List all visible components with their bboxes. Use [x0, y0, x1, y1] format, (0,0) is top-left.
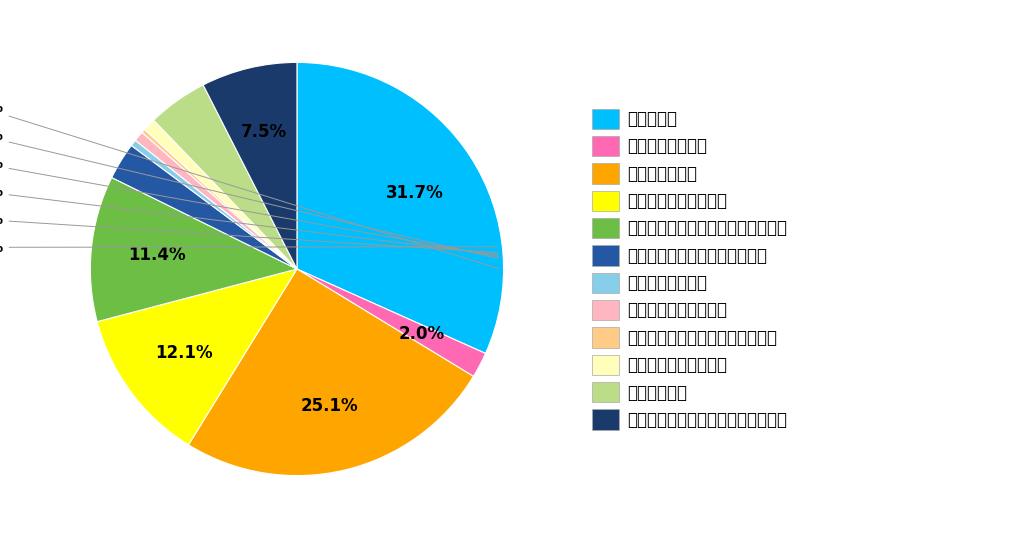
- Text: 0.8%: 0.8%: [0, 184, 499, 255]
- Text: 31.7%: 31.7%: [386, 183, 443, 202]
- Wedge shape: [188, 269, 473, 476]
- Text: 0.3%: 0.3%: [0, 156, 499, 257]
- Wedge shape: [154, 85, 297, 269]
- Text: 0.5%: 0.5%: [0, 212, 498, 253]
- Wedge shape: [142, 130, 297, 269]
- Legend: 価格・値段, 営業時間・営業日, スタッフの技術, スタッフの接客・人柄, ヘアサロンが近所・近くにあるから, ヘアサロンの口コミが良いから, 広告・宣伝を見て: 価格・値段, 営業時間・営業日, スタッフの技術, スタッフの接客・人柄, ヘア…: [592, 109, 787, 429]
- Text: 2.0%: 2.0%: [398, 325, 444, 343]
- Text: 7.5%: 7.5%: [241, 123, 287, 141]
- Wedge shape: [297, 62, 504, 353]
- Text: 1.0%: 1.0%: [0, 128, 499, 259]
- Wedge shape: [144, 120, 297, 269]
- Wedge shape: [90, 178, 297, 322]
- Wedge shape: [203, 62, 297, 269]
- Wedge shape: [297, 269, 485, 377]
- Text: 12.1%: 12.1%: [156, 344, 213, 362]
- Text: 4.7%: 4.7%: [0, 101, 499, 268]
- Text: 11.4%: 11.4%: [128, 246, 186, 264]
- Wedge shape: [135, 132, 297, 269]
- Wedge shape: [131, 140, 297, 269]
- Wedge shape: [112, 145, 297, 269]
- Text: 2.9%: 2.9%: [0, 240, 498, 255]
- Text: 25.1%: 25.1%: [301, 397, 358, 415]
- Wedge shape: [97, 269, 297, 445]
